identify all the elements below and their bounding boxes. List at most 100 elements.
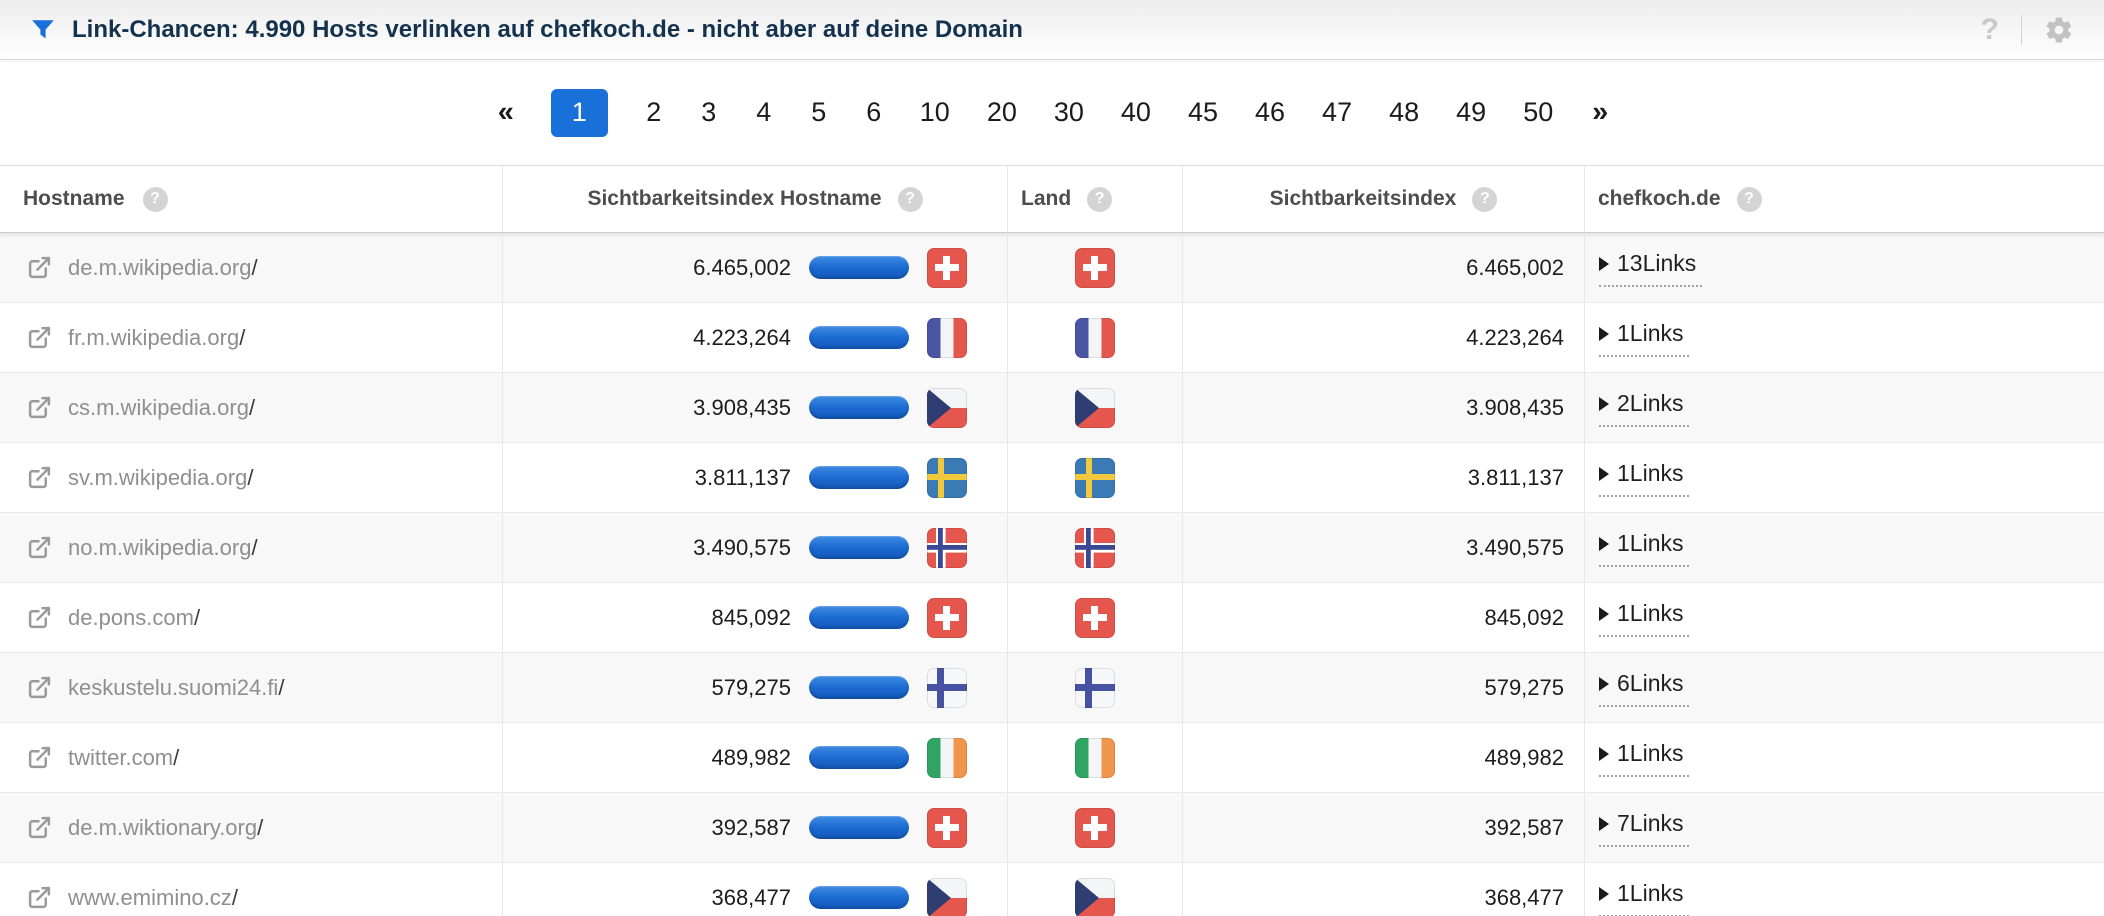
si-cell: 3.811,137 [1183, 443, 1585, 512]
pagination-page-47[interactable]: 47 [1322, 97, 1353, 127]
si-hostname-value: 3.811,137 [694, 464, 791, 490]
external-link-icon[interactable] [27, 465, 52, 490]
hostname-cell: cs.m.wikipedia.org/ [0, 373, 503, 442]
help-icon[interactable]: ? [897, 186, 923, 212]
links-expander[interactable]: 1Links [1599, 318, 1690, 357]
page-title: Link-Chancen: 4.990 Hosts verlinken auf … [72, 15, 1023, 43]
caret-right-icon [1599, 396, 1609, 411]
hostname-link[interactable]: sv.m.wikipedia.org/ [68, 464, 254, 490]
external-link-icon[interactable] [27, 745, 52, 770]
chefkoch-links-cell: 7Links [1585, 793, 2104, 862]
si-hostname-value: 368,477 [711, 884, 791, 910]
chefkoch-links-cell: 1Links [1585, 583, 2104, 652]
hostname-link[interactable]: de.m.wiktionary.org/ [68, 814, 264, 840]
si-hostname-cell: 3.490,575 [503, 513, 1008, 582]
si-hostname-value: 3.490,575 [693, 534, 791, 560]
si-cell: 845,092 [1183, 583, 1585, 652]
column-label: Sichtbarkeitsindex [1269, 187, 1457, 210]
hostname-link[interactable]: fr.m.wikipedia.org/ [68, 324, 246, 350]
hostname-link[interactable]: twitter.com/ [68, 744, 180, 770]
pagination-page-3[interactable]: 3 [701, 97, 717, 127]
pagination-page-40[interactable]: 40 [1120, 97, 1151, 127]
pagination-page-20[interactable]: 20 [986, 97, 1017, 127]
column-label: Land [1021, 187, 1072, 210]
external-link-icon[interactable] [27, 885, 52, 910]
country-flag-icon [927, 667, 967, 708]
pagination-page-1[interactable]: 1 [550, 88, 608, 137]
visibility-bar [809, 886, 909, 909]
pagination-page-2[interactable]: 2 [646, 97, 662, 127]
external-link-icon[interactable] [27, 535, 52, 560]
links-label: 13Links [1617, 250, 1697, 276]
links-expander[interactable]: 2Links [1599, 388, 1690, 427]
table-row: de.m.wiktionary.org/ 392,587 392,587 7Li… [0, 793, 2104, 863]
table-header: Hostname ? Sichtbarkeitsindex Hostname ?… [0, 165, 2104, 233]
links-expander[interactable]: 1Links [1599, 598, 1690, 637]
hostname-link[interactable]: cs.m.wikipedia.org/ [68, 394, 256, 420]
links-expander[interactable]: 1Links [1599, 528, 1690, 567]
chefkoch-links-cell: 1Links [1585, 303, 2104, 372]
help-icon[interactable]: ? [1736, 186, 1762, 212]
links-expander[interactable]: 1Links [1599, 738, 1690, 777]
hostname-link[interactable]: de.m.wikipedia.org/ [68, 254, 258, 280]
links-expander[interactable]: 13Links [1599, 248, 1703, 287]
table-row: de.m.wikipedia.org/ 6.465,002 6.465,002 … [0, 233, 2104, 303]
pagination-first-button[interactable]: « [497, 96, 514, 128]
country-flag-icon [927, 877, 967, 916]
external-link-icon[interactable] [27, 395, 52, 420]
hostname-link[interactable]: no.m.wikipedia.org/ [68, 534, 258, 560]
external-link-icon[interactable] [27, 605, 52, 630]
external-link-icon[interactable] [27, 255, 52, 280]
pagination-page-46[interactable]: 46 [1255, 97, 1286, 127]
caret-right-icon [1599, 886, 1609, 901]
si-cell: 392,587 [1183, 793, 1585, 862]
external-link-icon[interactable] [27, 675, 52, 700]
help-icon[interactable]: ? [1472, 186, 1498, 212]
links-label: 1Links [1617, 320, 1684, 346]
pagination-page-6[interactable]: 6 [866, 97, 882, 127]
external-link-icon[interactable] [27, 325, 52, 350]
chefkoch-links-cell: 2Links [1585, 373, 2104, 442]
help-icon[interactable]: ? [142, 186, 168, 212]
links-expander[interactable]: 6Links [1599, 668, 1690, 707]
country-flag-icon [927, 247, 967, 288]
links-expander[interactable]: 1Links [1599, 458, 1690, 497]
column-label: chefkoch.de [1598, 187, 1721, 210]
table-row: cs.m.wikipedia.org/ 3.908,435 3.908,435 … [0, 373, 2104, 443]
external-link-icon[interactable] [27, 815, 52, 840]
pagination-page-45[interactable]: 45 [1187, 97, 1218, 127]
pagination-page-50[interactable]: 50 [1523, 97, 1554, 127]
table-row: keskustelu.suomi24.fi/ 579,275 579,275 6… [0, 653, 2104, 723]
chefkoch-links-cell: 6Links [1585, 653, 2104, 722]
links-label: 1Links [1617, 880, 1684, 906]
hostname-cell: no.m.wikipedia.org/ [0, 513, 503, 582]
hostname-link[interactable]: www.emimino.cz/ [68, 884, 238, 910]
pagination-page-49[interactable]: 49 [1456, 97, 1487, 127]
si-value: 845,092 [1484, 604, 1564, 630]
country-flag-icon [1075, 597, 1115, 638]
hostname-cell: www.emimino.cz/ [0, 863, 503, 916]
pagination-page-5[interactable]: 5 [811, 97, 827, 127]
pagination-last-button[interactable]: » [1592, 96, 1608, 128]
table-row: no.m.wikipedia.org/ 3.490,575 3.490,575 … [0, 513, 2104, 583]
links-expander[interactable]: 7Links [1599, 808, 1690, 847]
column-label: Sichtbarkeitsindex Hostname [587, 187, 882, 210]
help-icon[interactable]: ? [1087, 186, 1113, 212]
hostname-cell: fr.m.wikipedia.org/ [0, 303, 503, 372]
si-cell: 6.465,002 [1183, 233, 1585, 302]
caret-right-icon [1599, 536, 1609, 551]
help-icon[interactable]: ? [1980, 12, 1999, 46]
links-expander[interactable]: 1Links [1599, 878, 1690, 916]
hostname-link[interactable]: de.pons.com/ [68, 604, 201, 630]
si-hostname-value: 4.223,264 [693, 324, 791, 350]
gear-icon[interactable] [2044, 15, 2074, 45]
si-value: 392,587 [1484, 814, 1564, 840]
pagination-page-48[interactable]: 48 [1389, 97, 1420, 127]
column-header-si: Sichtbarkeitsindex ? [1183, 166, 1585, 232]
hostname-link[interactable]: keskustelu.suomi24.fi/ [68, 674, 285, 700]
chefkoch-links-cell: 1Links [1585, 863, 2104, 916]
pagination-page-30[interactable]: 30 [1053, 97, 1084, 127]
pagination-page-10[interactable]: 10 [919, 97, 950, 127]
pagination-page-4[interactable]: 4 [756, 97, 772, 127]
column-header-si-hostname: Sichtbarkeitsindex Hostname ? [503, 166, 1008, 232]
